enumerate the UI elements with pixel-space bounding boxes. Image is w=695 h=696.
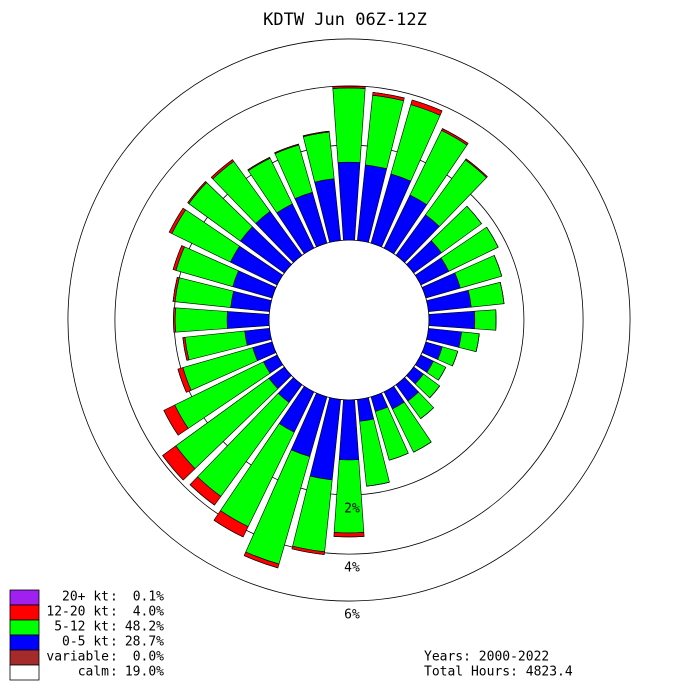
legend-swatch — [9, 649, 40, 666]
rose-segment — [332, 87, 366, 163]
rose-segment — [333, 459, 365, 534]
legend-swatch — [9, 589, 40, 606]
r-tick-label: 2% — [344, 501, 360, 516]
rose-segment — [174, 307, 228, 333]
legend-label: calm — [78, 665, 109, 680]
rose-segment — [428, 310, 476, 330]
legend-value: 48.2% — [125, 620, 164, 635]
r-tick-label: 4% — [344, 561, 360, 576]
rose-segment — [182, 337, 188, 361]
legend-swatch — [9, 619, 40, 636]
legend-colon: : — [110, 605, 118, 620]
rose-segment — [189, 484, 215, 506]
rose-segment — [172, 277, 178, 302]
footnote: Years: 2000-2022 — [424, 650, 549, 665]
legend-label: variable — [46, 650, 109, 665]
rose-segment — [211, 159, 233, 178]
grid-ring — [67, 38, 631, 602]
footnote: Total Hours: 4823.4 — [424, 665, 573, 680]
legend-value: 4.0% — [133, 605, 164, 620]
legend-colon: : — [110, 620, 118, 635]
legend-colon: : — [110, 635, 118, 650]
legend-colon: : — [110, 650, 118, 665]
rose-segment — [291, 548, 325, 555]
rose-segment — [172, 245, 183, 270]
legend-value: 0.1% — [133, 590, 164, 605]
rose-segment — [366, 481, 390, 487]
rose-segment — [162, 455, 184, 481]
legend-label: 0-5 kt — [62, 635, 109, 650]
legend-value: 28.7% — [125, 635, 164, 650]
rose-segment — [247, 157, 270, 171]
rose-segment — [429, 385, 440, 399]
rose-segment — [226, 311, 270, 329]
rose-segment — [187, 181, 206, 203]
rose-segment — [466, 205, 482, 224]
legend-label: 5-12 kt — [54, 620, 109, 635]
legend-value: 19.0% — [125, 665, 164, 680]
legend-label: 12-20 kt — [46, 605, 109, 620]
chart-title: KDTW Jun 06Z-12Z — [263, 10, 427, 30]
r-tick-label: 6% — [344, 608, 360, 623]
legend-label: 20+ kt — [62, 590, 109, 605]
legend-swatch — [9, 664, 40, 681]
legend-value: 0.0% — [133, 650, 164, 665]
rose-segment — [475, 333, 480, 352]
rose-segment — [274, 143, 299, 154]
rose-segment — [452, 351, 459, 367]
legend-colon: : — [110, 665, 118, 680]
legend-colon: : — [110, 590, 118, 605]
rose-segment — [474, 309, 497, 331]
rose-segment — [486, 226, 499, 248]
legend-swatch — [9, 604, 40, 621]
rose-segment — [413, 441, 432, 453]
rose-segment — [333, 532, 365, 538]
legend-swatch — [9, 634, 40, 651]
